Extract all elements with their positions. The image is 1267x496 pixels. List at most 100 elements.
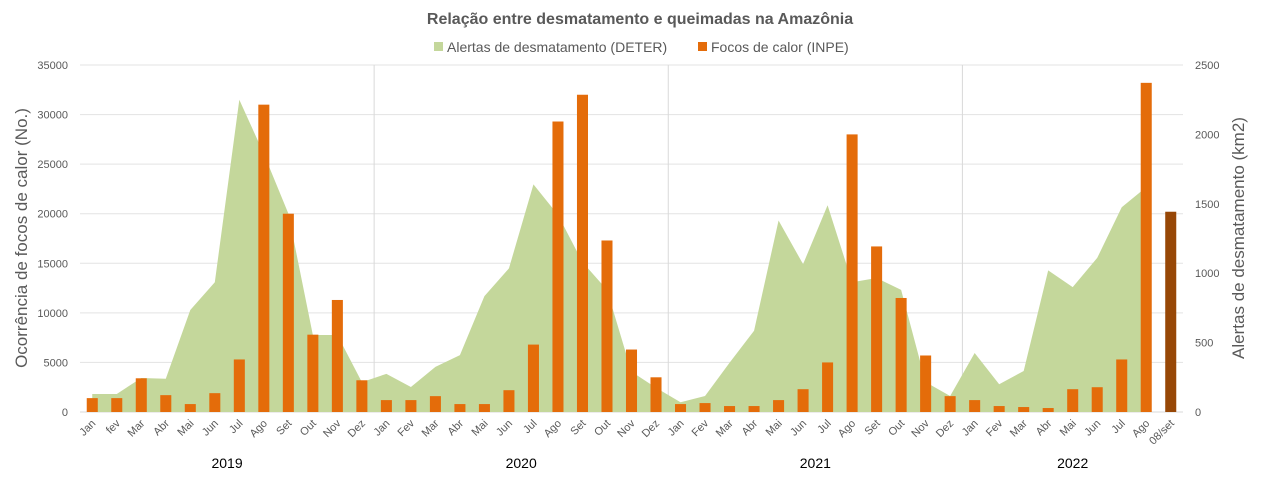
bar-inpe: [454, 404, 466, 412]
bar-inpe: [944, 396, 956, 412]
x-tick-label: Set: [274, 418, 294, 438]
bar-inpe: [625, 349, 638, 412]
x-tick-label: Mai: [175, 418, 196, 439]
bar-inpe: [895, 297, 907, 412]
year-label: 2021: [800, 455, 831, 471]
bar-inpe: [993, 406, 1005, 412]
x-tick-label: Fev: [396, 417, 418, 439]
bar-inpe: [773, 400, 785, 412]
y-tick-left: 10000: [37, 308, 68, 320]
bar-inpe: [552, 121, 564, 413]
bar-inpe: [748, 406, 760, 412]
bar-inpe: [1042, 408, 1054, 412]
x-tick-label: Mar: [714, 417, 736, 439]
bar-inpe: [601, 240, 613, 412]
x-tick-label: Mar: [126, 417, 148, 439]
y-tick-left: 20000: [37, 209, 68, 221]
x-tick-label: Out: [886, 418, 907, 439]
x-tick-label: Jun: [1082, 418, 1103, 439]
bar-inpe: [405, 400, 417, 412]
bar-inpe: [576, 94, 588, 412]
bar-inpe: [650, 377, 662, 412]
bar-inpe: [135, 378, 147, 412]
bar-inpe: [331, 299, 343, 412]
x-tick-label: Mar: [1008, 417, 1030, 439]
legend-swatch-area: [434, 42, 443, 51]
bar-inpe: [846, 134, 858, 412]
x-tick-label: Nov: [321, 417, 344, 440]
x-tick-label: Nov: [909, 417, 932, 440]
x-tick-label: Abr: [740, 417, 761, 438]
bar-inpe: [527, 344, 539, 412]
bar-inpe: [1116, 359, 1128, 412]
bar-inpe: [1091, 387, 1103, 412]
bar-inpe: [429, 396, 441, 412]
bar-inpe: [1140, 82, 1152, 413]
legend: Alertas de desmatamento (DETER) Focos de…: [434, 39, 849, 55]
bar-series: [86, 82, 1177, 413]
x-tick-label: fev: [104, 417, 123, 436]
bar-inpe: [209, 393, 221, 412]
x-tick-label: Mai: [1058, 418, 1079, 439]
year-label: 2019: [211, 455, 242, 471]
y-tick-right: 2000: [1195, 129, 1219, 141]
x-tick-label: Set: [863, 418, 883, 438]
bar-inpe: [356, 380, 368, 412]
bar-inpe: [724, 406, 736, 412]
x-tick-label: Jun: [494, 418, 515, 439]
year-label: 2020: [506, 455, 537, 471]
x-tick-label: Abr: [151, 417, 172, 438]
area-series: [92, 99, 1147, 412]
bar-inpe: [380, 400, 392, 412]
bar-inpe: [675, 404, 687, 412]
bar-inpe: [258, 104, 270, 413]
bar-inpe: [1018, 407, 1030, 412]
x-tick-label: Dez: [640, 418, 662, 440]
x-tick-label: Jun: [788, 418, 809, 439]
y-tick-left: 5000: [44, 357, 68, 369]
legend-swatch-bar: [698, 42, 707, 51]
year-label: 2022: [1057, 455, 1088, 471]
bar-inpe: [699, 403, 711, 412]
bar-inpe: [86, 398, 98, 412]
y-axis-left-label: Ocorrência de focos de calor (No.): [12, 108, 31, 368]
x-tick-label: Abr: [1034, 417, 1055, 438]
x-tick-label: Jul: [521, 418, 539, 436]
bar-inpe: [822, 362, 834, 412]
x-tick-label: Dez: [934, 418, 956, 440]
x-tick-label: Ago: [836, 418, 858, 440]
x-tick-label: Out: [298, 418, 319, 439]
x-tick-label: Dez: [346, 418, 368, 440]
x-tick-label: 08/set: [1147, 418, 1177, 448]
x-tick-label: Mai: [470, 418, 491, 439]
x-tick-label: Ago: [542, 418, 564, 440]
y-tick-left: 35000: [37, 60, 68, 72]
bar-inpe: [307, 334, 319, 412]
area-deter: [92, 99, 1147, 412]
y-tick-right: 1500: [1195, 199, 1219, 211]
bar-inpe: [282, 213, 294, 412]
chart-title: Relação entre desmatamento e queimadas n…: [427, 11, 853, 28]
x-tick-label: Jan: [666, 418, 687, 439]
bar-inpe: [1067, 389, 1079, 412]
x-tick-label: Fev: [690, 417, 712, 439]
bar-inpe: [233, 359, 245, 412]
x-tick-label: Jun: [200, 418, 221, 439]
x-tick-label: Ago: [248, 418, 270, 440]
x-tick-label: Nov: [615, 417, 638, 440]
x-tick-label: Jul: [227, 418, 245, 436]
y-tick-right: 2500: [1195, 60, 1219, 72]
x-tick-label: Jul: [1109, 418, 1127, 436]
y-tick-right: 500: [1195, 338, 1213, 350]
bar-inpe: [969, 400, 981, 412]
x-tick-label: Mar: [420, 417, 442, 439]
bar-inpe: [160, 395, 172, 412]
y-tick-left: 0: [62, 407, 68, 419]
x-tick-label: Fev: [984, 417, 1006, 439]
bar-inpe: [111, 398, 123, 412]
legend-label-area: Alertas de desmatamento (DETER): [447, 39, 667, 55]
y-axis-right-label: Alertas de desmatamento (km2): [1229, 117, 1248, 359]
bar-inpe: [1165, 211, 1177, 412]
x-tick-label: Jan: [77, 418, 98, 439]
